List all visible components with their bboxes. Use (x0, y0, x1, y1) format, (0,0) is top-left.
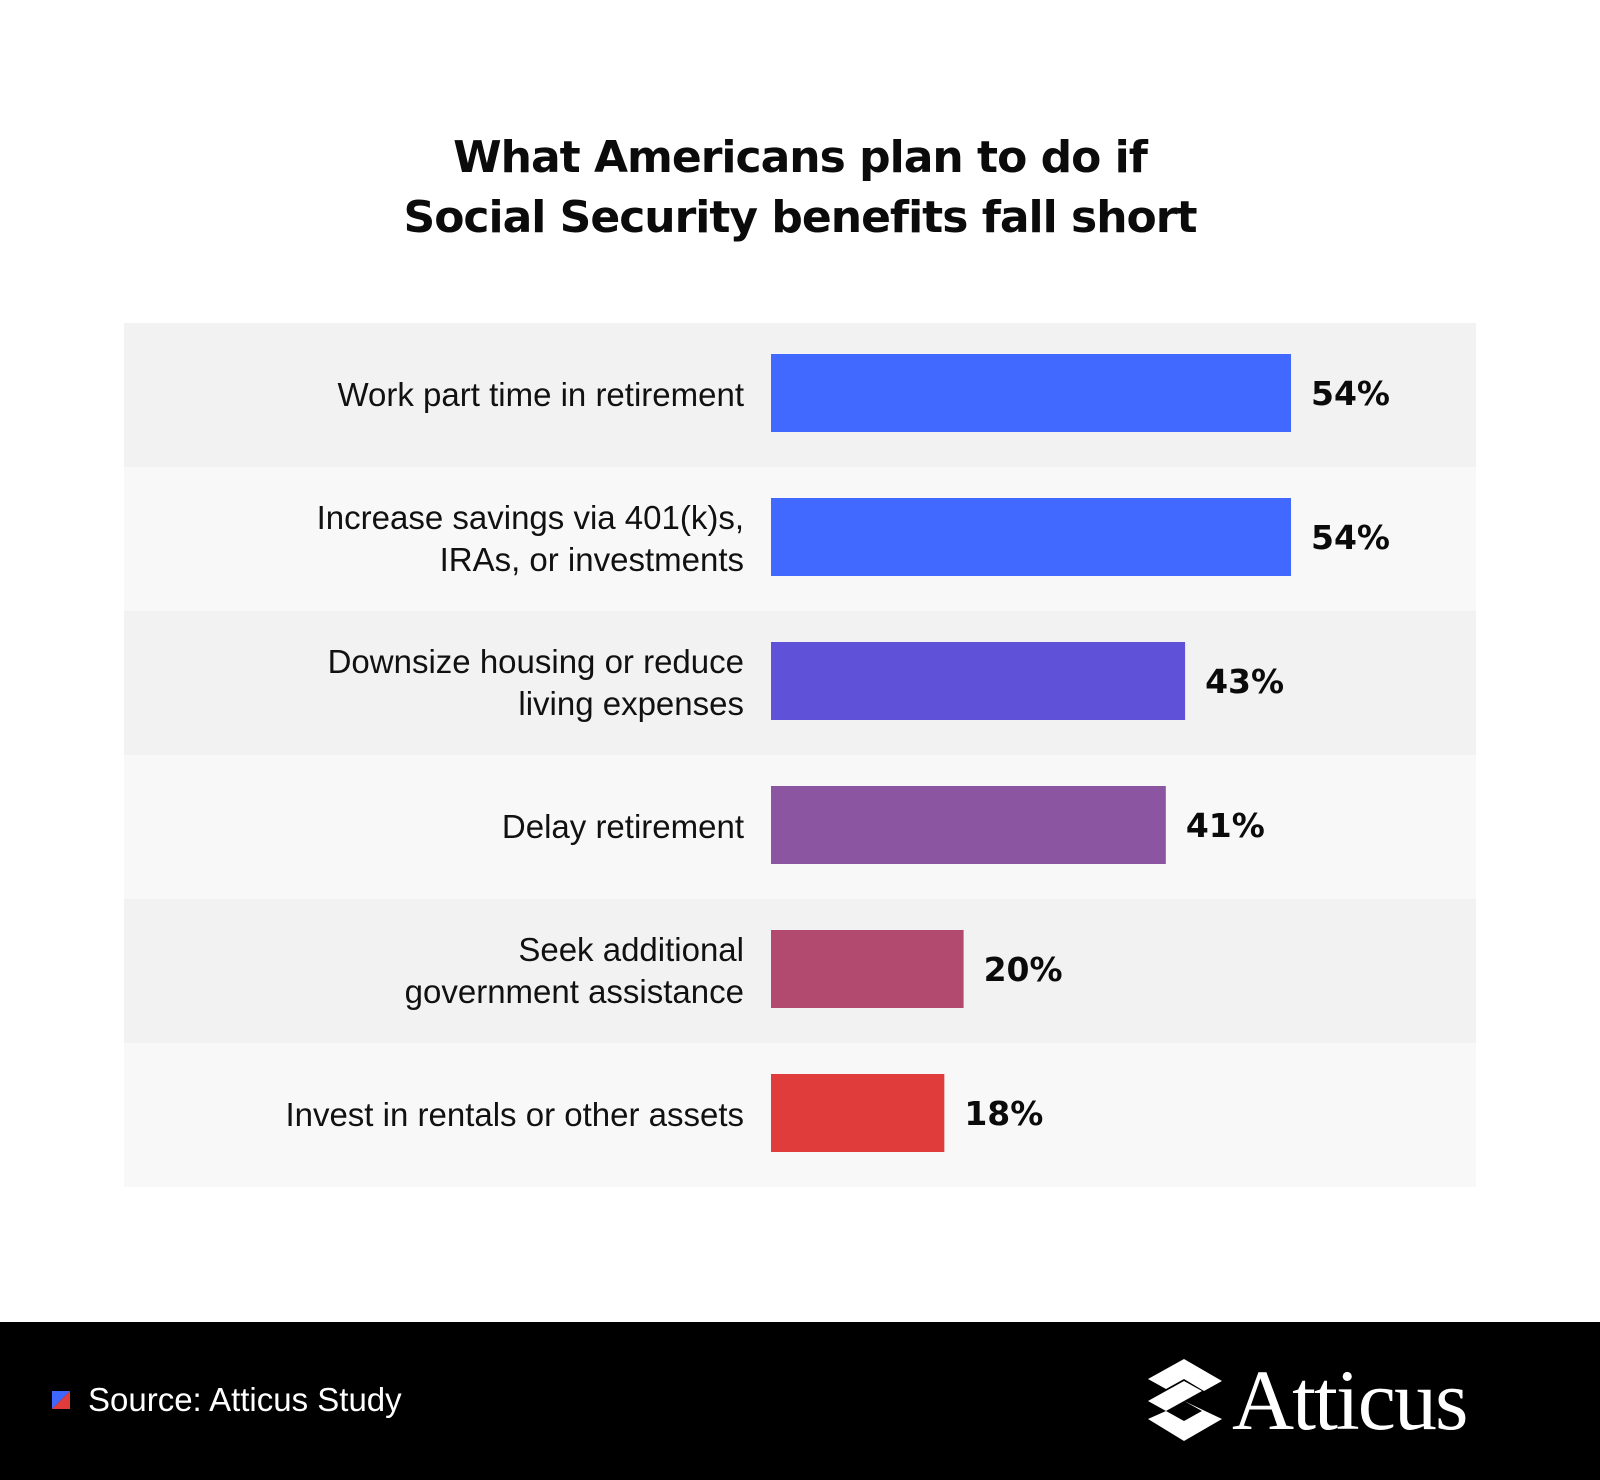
bar (771, 786, 1166, 864)
chart-title-line-1: What Americans plan to do if (453, 132, 1148, 183)
value-label: 54% (1311, 374, 1390, 413)
source-note: Source: Atticus Study (52, 1380, 402, 1420)
atticus-logo-mark-icon (1148, 1359, 1222, 1441)
category-label: Work part time in retirement (337, 376, 744, 413)
category-label-line: Seek additional (518, 931, 744, 968)
bar (771, 642, 1186, 720)
category-label: Seek additional government assistance (405, 931, 744, 1010)
bar (771, 930, 964, 1008)
category-label-line: Work part time in retirement (337, 376, 744, 413)
chart-title-line-2: Social Security benefits fall short (403, 192, 1198, 243)
value-label: 54% (1311, 518, 1390, 557)
value-label: 41% (1186, 806, 1265, 845)
chart-title: What Americans plan to do if Social Secu… (0, 128, 1600, 248)
category-label-line: IRAs, or investments (440, 541, 744, 578)
category-label-line: Invest in rentals or other assets (285, 1096, 744, 1133)
footer: Source: Atticus Study Atticus (0, 1322, 1600, 1480)
category-label-line: living expenses (518, 685, 744, 722)
split-square-icon (52, 1391, 70, 1409)
source-text: Source: Atticus Study (88, 1381, 402, 1418)
category-label: Increase savings via 401(k)s, IRAs, or in… (317, 499, 744, 578)
category-label-line: Increase savings via 401(k)s, (317, 499, 744, 536)
category-label: Delay retirement (502, 808, 744, 845)
bar (771, 1074, 945, 1152)
category-label-line: government assistance (405, 973, 744, 1010)
value-label: 20% (984, 950, 1063, 989)
category-label: Downsize housing or reduce living expense… (328, 643, 744, 722)
bar (771, 354, 1291, 432)
brand-logo: Atticus (1146, 1352, 1468, 1448)
value-label: 43% (1205, 662, 1284, 701)
category-label: Invest in rentals or other assets (285, 1096, 744, 1133)
category-label-line: Downsize housing or reduce (328, 643, 744, 680)
bar (771, 498, 1291, 576)
brand-name: Atticus (1232, 1352, 1468, 1448)
split-square-icon-red (52, 1391, 70, 1409)
category-label-line: Delay retirement (502, 808, 744, 845)
bar-chart: Work part time in retirement 54% Increase … (124, 323, 1476, 1187)
value-label: 18% (964, 1094, 1043, 1133)
